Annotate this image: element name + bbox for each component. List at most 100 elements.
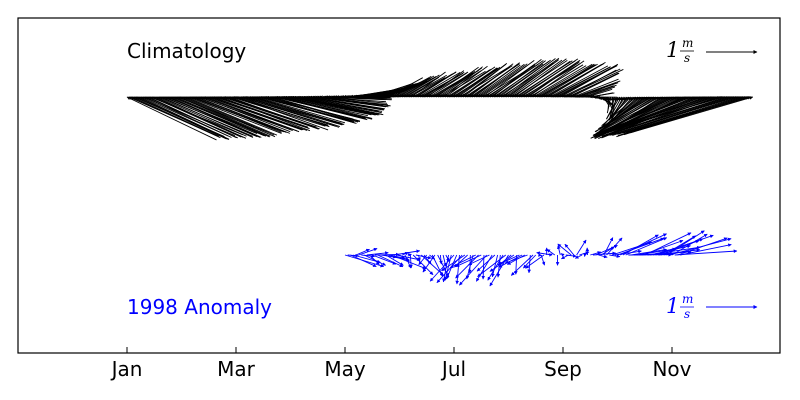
climatology-key: 1 m s bbox=[666, 36, 758, 65]
climatology-vector bbox=[569, 72, 619, 98]
anomaly-vector bbox=[355, 248, 370, 256]
climatology-vector bbox=[164, 96, 258, 138]
climatology-vector bbox=[570, 72, 620, 98]
climatology-vector bbox=[180, 96, 271, 137]
climatology-vector bbox=[130, 96, 221, 139]
anomaly-vector bbox=[377, 254, 404, 268]
anomaly-vector bbox=[418, 254, 428, 266]
climatology-vector bbox=[407, 74, 447, 98]
climatology-vector bbox=[484, 60, 535, 98]
climatology-vector bbox=[270, 96, 359, 123]
climatology-vector bbox=[187, 96, 282, 134]
climatology-vector bbox=[572, 78, 619, 98]
climatology-vector bbox=[504, 57, 560, 98]
climatology-vector bbox=[598, 96, 653, 130]
climatology-vector bbox=[507, 59, 560, 98]
climatology-vector bbox=[454, 67, 498, 98]
x-tick-label: May bbox=[324, 357, 366, 381]
anomaly-vector bbox=[504, 254, 528, 264]
anomaly-vector bbox=[644, 232, 692, 256]
climatology-vector bbox=[436, 66, 479, 98]
climatology-vector bbox=[173, 96, 267, 137]
climatology-vector bbox=[400, 76, 437, 98]
climatology-vector bbox=[594, 96, 657, 133]
anomaly-vector bbox=[663, 235, 697, 256]
climatology-vector bbox=[509, 59, 563, 98]
anomaly-vector bbox=[455, 254, 460, 285]
climatology-vector bbox=[617, 96, 741, 135]
climatology-vector bbox=[477, 63, 525, 98]
climatology-vector bbox=[236, 96, 329, 131]
climatology-vector bbox=[627, 96, 752, 133]
climatology-vector bbox=[495, 60, 546, 98]
anomaly-vector bbox=[449, 254, 476, 269]
climatology-vector bbox=[247, 96, 341, 127]
climatology-vector bbox=[137, 96, 229, 141]
climatology-vector bbox=[594, 96, 693, 136]
climatology-vector bbox=[430, 71, 476, 98]
anomaly-vector bbox=[561, 254, 569, 260]
climatology-vector bbox=[502, 58, 556, 98]
anomaly-vector bbox=[441, 254, 466, 272]
anomaly-label: 1998 Anomaly bbox=[127, 295, 272, 319]
climatology-vector bbox=[608, 96, 622, 121]
climatology-vector bbox=[279, 96, 373, 120]
climatology-vector bbox=[445, 65, 488, 98]
climatology-vector bbox=[277, 96, 366, 120]
x-axis: Jan Mar May Jul Sep Nov bbox=[110, 347, 692, 381]
climatology-vector bbox=[168, 96, 261, 138]
climatology-vector bbox=[148, 96, 237, 139]
anomaly-vector bbox=[666, 230, 705, 256]
climatology-vector bbox=[193, 96, 282, 133]
climatology-vector bbox=[527, 60, 581, 98]
climatology-vector bbox=[516, 60, 571, 98]
anomaly-key-unit-den: s bbox=[684, 307, 690, 321]
anomaly-vector bbox=[622, 234, 659, 256]
climatology-vector bbox=[490, 60, 544, 98]
climatology-vector bbox=[427, 70, 465, 98]
climatology-vector bbox=[457, 66, 501, 98]
climatology-vector bbox=[593, 96, 680, 136]
anomaly-vector bbox=[391, 254, 427, 270]
climatology-vector bbox=[606, 96, 621, 120]
anomaly-vector bbox=[491, 254, 499, 278]
climatology-vector bbox=[455, 67, 499, 98]
climatology-vector bbox=[531, 60, 585, 98]
climatology-vector bbox=[212, 96, 304, 131]
anomaly-vector bbox=[358, 247, 378, 256]
climatology-vector bbox=[209, 96, 301, 130]
climatology-vector bbox=[595, 96, 666, 135]
climatology-vector bbox=[151, 96, 242, 138]
climatology-vector bbox=[560, 64, 618, 98]
climatology-vector bbox=[481, 65, 528, 98]
anomaly-vector bbox=[510, 254, 534, 276]
climatology-vector bbox=[475, 64, 521, 98]
climatology-vector bbox=[491, 59, 542, 98]
climatology-vector bbox=[297, 95, 380, 116]
climatology-vector bbox=[513, 58, 567, 98]
x-tick-label: Sep bbox=[544, 357, 582, 381]
anomaly-vector bbox=[671, 233, 708, 256]
anomaly-vector bbox=[606, 237, 623, 256]
climatology-vector bbox=[196, 96, 291, 134]
anomaly-vector bbox=[407, 253, 412, 257]
climatology-vector bbox=[254, 96, 345, 125]
climatology-vector bbox=[272, 96, 360, 123]
anomaly-vector bbox=[417, 254, 421, 262]
climatology-vector bbox=[410, 71, 446, 98]
anomaly-vector bbox=[412, 254, 434, 276]
climatology-vector bbox=[184, 96, 275, 136]
anomaly-vector bbox=[361, 254, 375, 258]
climatology-vector bbox=[602, 96, 725, 133]
climatology-vector bbox=[299, 95, 384, 116]
climatology-vector bbox=[132, 96, 219, 137]
climatology-vector bbox=[473, 62, 520, 98]
anomaly-vectors bbox=[344, 230, 738, 287]
climatology-vector bbox=[220, 96, 311, 132]
climatology-vector bbox=[549, 65, 609, 98]
climatology-vector bbox=[205, 96, 300, 133]
anomaly-vector bbox=[590, 251, 602, 256]
climatology-vector bbox=[229, 96, 319, 130]
climatology-vector bbox=[288, 95, 376, 116]
